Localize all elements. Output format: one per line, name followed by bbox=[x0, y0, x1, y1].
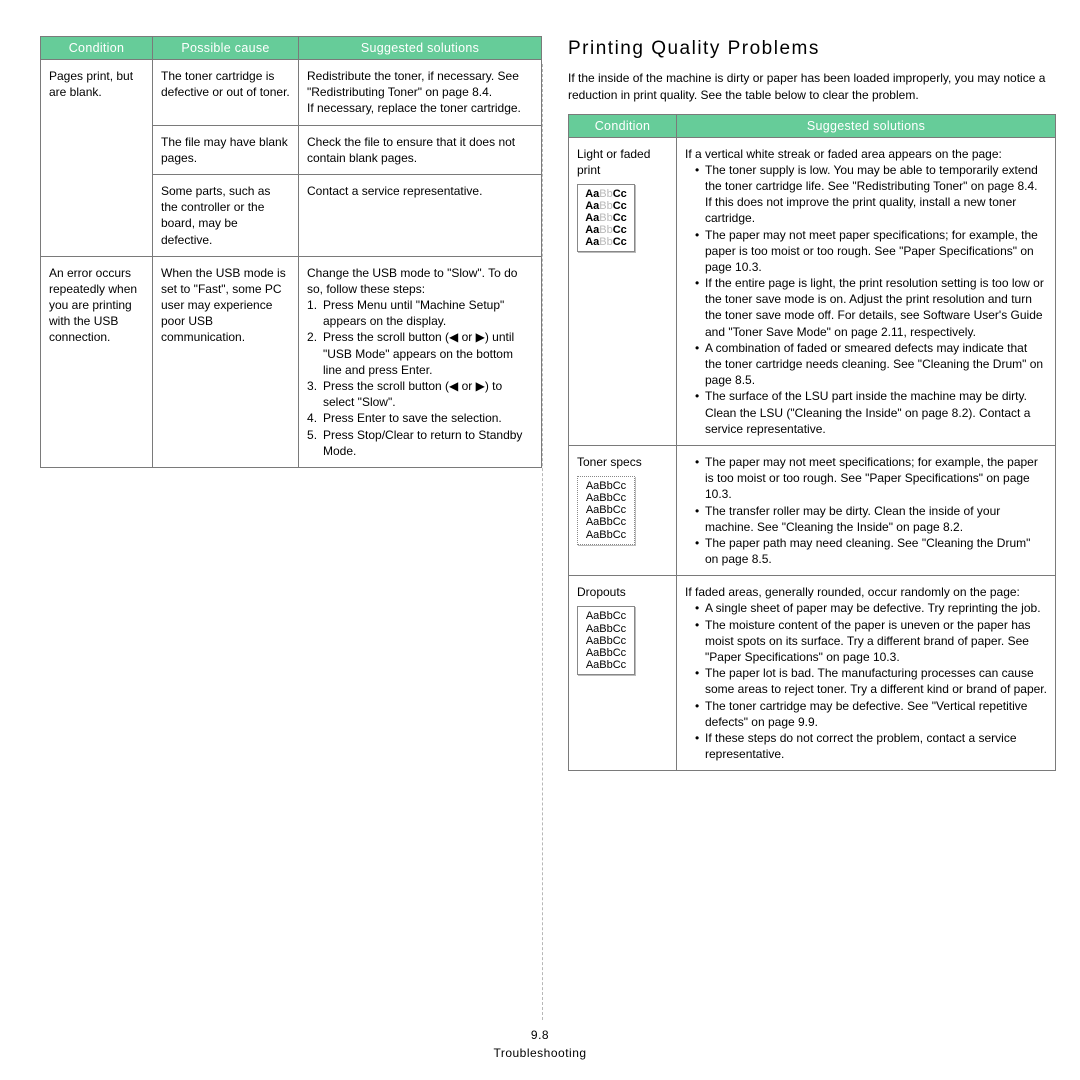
cell-cause: The toner cartridge is defective or out … bbox=[153, 60, 299, 126]
cell-condition: Pages print, but are blank. bbox=[41, 60, 153, 257]
cell-condition: Dropouts AaBbCc AaBbCc AaBbCc AaBbCc AaB… bbox=[569, 576, 677, 771]
bullet: The paper may not meet paper specificati… bbox=[695, 227, 1047, 276]
th-condition: Condition bbox=[569, 114, 677, 137]
cell-cause: Some parts, such as the controller or th… bbox=[153, 174, 299, 256]
step: Press Enter to save the selection. bbox=[307, 410, 533, 426]
step: Press the scroll button (◀ or ▶) until "… bbox=[307, 329, 533, 378]
sample-line: AaBbCc bbox=[578, 236, 634, 248]
th-solutions: Suggested solutions bbox=[677, 114, 1056, 137]
bullet-list: The paper may not meet specifications; f… bbox=[685, 454, 1047, 567]
solution-text: If a vertical white streak or faded area… bbox=[685, 147, 1002, 161]
steps-list: Press Menu until "Machine Setup" appears… bbox=[307, 297, 533, 459]
step: Press Menu until "Machine Setup" appears… bbox=[307, 297, 533, 329]
sample-box-solid: AaBbCc AaBbCc AaBbCc AaBbCc AaBbCc bbox=[577, 606, 635, 674]
cell-solution: Contact a service representative. bbox=[299, 174, 542, 256]
condition-label: Toner specs bbox=[577, 455, 642, 469]
bullet: The toner supply is low. You may be able… bbox=[695, 162, 1047, 227]
sample-line: AaBbCc bbox=[578, 212, 634, 224]
table-row: Light or faded print AaBbCc AaBbCc AaBbC… bbox=[569, 137, 1056, 445]
cell-solution: Change the USB mode to "Slow". To do so,… bbox=[299, 256, 542, 467]
sample-line: AaBbCc bbox=[578, 200, 634, 212]
section-intro: If the inside of the machine is dirty or… bbox=[568, 70, 1056, 104]
bullet-list: A single sheet of paper may be defective… bbox=[685, 600, 1047, 762]
right-column: Printing Quality Problems If the inside … bbox=[542, 36, 1056, 1010]
solution-text: If faded areas, generally rounded, occur… bbox=[685, 585, 1020, 599]
step: Press the scroll button (◀ or ▶) to sele… bbox=[307, 378, 533, 410]
sample-line: AaBbCc bbox=[578, 516, 634, 528]
bullet: If the entire page is light, the print r… bbox=[695, 275, 1047, 340]
bullet-list: The toner supply is low. You may be able… bbox=[685, 162, 1047, 437]
solution-text: Redistribute the toner, if necessary. Se… bbox=[307, 69, 519, 99]
table-row: Pages print, but are blank. The toner ca… bbox=[41, 60, 542, 126]
step: Press Stop/Clear to return to Standby Mo… bbox=[307, 427, 533, 459]
bullet: The paper may not meet specifications; f… bbox=[695, 454, 1047, 503]
table-row: Toner specs AaBbCc AaBbCc AaBbCc AaBbCc … bbox=[569, 445, 1056, 575]
bullet: The toner cartridge may be defective. Se… bbox=[695, 698, 1047, 730]
th-condition: Condition bbox=[41, 37, 153, 60]
solution-text: Change the USB mode to "Slow". To do so,… bbox=[307, 266, 517, 296]
bullet: The paper lot is bad. The manufacturing … bbox=[695, 665, 1047, 697]
bullet: A combination of faded or smeared defect… bbox=[695, 340, 1047, 389]
cell-solution: If faded areas, generally rounded, occur… bbox=[677, 576, 1056, 771]
sample-line: AaBbCc bbox=[578, 480, 634, 492]
sample-line: AaBbCc bbox=[578, 492, 634, 504]
sample-line: AaBbCc bbox=[578, 504, 634, 516]
solution-text: If necessary, replace the toner cartridg… bbox=[307, 101, 521, 115]
cell-condition: Light or faded print AaBbCc AaBbCc AaBbC… bbox=[569, 137, 677, 445]
bullet: The surface of the LSU part inside the m… bbox=[695, 388, 1047, 437]
footer-label: Troubleshooting bbox=[493, 1046, 586, 1060]
cell-condition: Toner specs AaBbCc AaBbCc AaBbCc AaBbCc … bbox=[569, 445, 677, 575]
cell-solution: If a vertical white streak or faded area… bbox=[677, 137, 1056, 445]
sample-line: AaBbCc bbox=[578, 623, 634, 635]
page-container: Condition Possible cause Suggested solut… bbox=[0, 0, 1080, 1010]
cell-solution: The paper may not meet specifications; f… bbox=[677, 445, 1056, 575]
condition-label: Light or faded print bbox=[577, 147, 650, 177]
sample-box-dotted: AaBbCc AaBbCc AaBbCc AaBbCc AaBbCc bbox=[577, 476, 635, 544]
bullet: The moisture content of the paper is une… bbox=[695, 617, 1047, 666]
sample-box-faded: AaBbCc AaBbCc AaBbCc AaBbCc AaBbCc bbox=[577, 184, 635, 252]
bullet: The paper path may need cleaning. See "C… bbox=[695, 535, 1047, 567]
left-table: Condition Possible cause Suggested solut… bbox=[40, 36, 542, 468]
page-number: 9.8 bbox=[531, 1028, 549, 1042]
cell-solution: Redistribute the toner, if necessary. Se… bbox=[299, 60, 542, 126]
sample-line: AaBbCc bbox=[578, 610, 634, 622]
left-column: Condition Possible cause Suggested solut… bbox=[40, 36, 542, 1010]
right-table: Condition Suggested solutions Light or f… bbox=[568, 114, 1056, 772]
bullet: A single sheet of paper may be defective… bbox=[695, 600, 1047, 616]
cell-solution: Check the file to ensure that it does no… bbox=[299, 125, 542, 174]
sample-line: AaBbCc bbox=[578, 647, 634, 659]
sample-line: AaBbCc bbox=[578, 224, 634, 236]
sample-line: AaBbCc bbox=[578, 529, 634, 541]
th-cause: Possible cause bbox=[153, 37, 299, 60]
th-solutions: Suggested solutions bbox=[299, 37, 542, 60]
condition-label: Dropouts bbox=[577, 585, 626, 599]
section-title: Printing Quality Problems bbox=[568, 38, 1056, 60]
sample-line: AaBbCc bbox=[578, 635, 634, 647]
cell-condition: An error occurs repeatedly when you are … bbox=[41, 256, 153, 467]
table-row: Dropouts AaBbCc AaBbCc AaBbCc AaBbCc AaB… bbox=[569, 576, 1056, 771]
cell-cause: When the USB mode is set to "Fast", some… bbox=[153, 256, 299, 467]
sample-line: AaBbCc bbox=[578, 659, 634, 671]
page-footer: 9.8 Troubleshooting bbox=[0, 1026, 1080, 1062]
bullet: If these steps do not correct the proble… bbox=[695, 730, 1047, 762]
sample-line: AaBbCc bbox=[578, 188, 634, 200]
table-row: An error occurs repeatedly when you are … bbox=[41, 256, 542, 467]
bullet: The transfer roller may be dirty. Clean … bbox=[695, 503, 1047, 535]
cell-cause: The file may have blank pages. bbox=[153, 125, 299, 174]
column-divider bbox=[542, 64, 543, 1020]
